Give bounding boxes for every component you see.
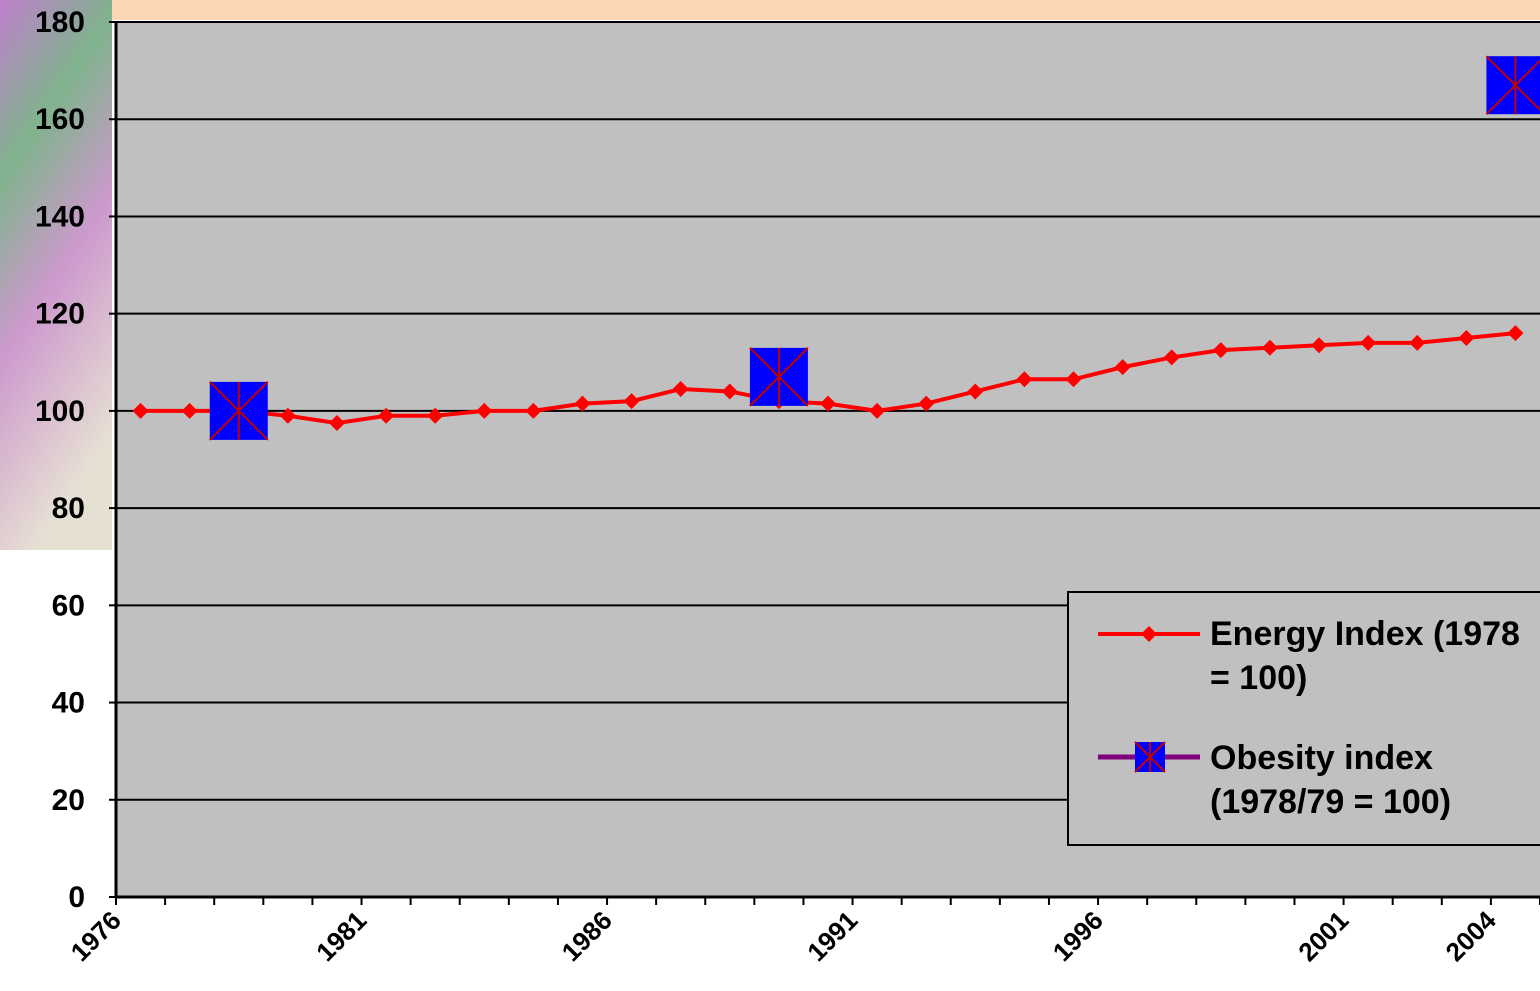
slide: 0 20 40 60 80 100 120 140 160 180 1976 1981 1986 1991… [0, 0, 1540, 991]
point [1486, 56, 1540, 114]
point [750, 348, 808, 406]
y-tick-label: 0 [68, 881, 85, 914]
y-tick-label: 20 [52, 784, 85, 817]
point [1135, 742, 1165, 772]
x-tick-label: 1996 [1047, 905, 1109, 967]
x-tick-label: 1981 [310, 905, 372, 967]
y-tick-label: 140 [35, 200, 85, 233]
y-tick-label: 160 [35, 103, 85, 136]
x-tick-label: 1986 [556, 905, 618, 967]
y-tick-label: 80 [52, 492, 85, 525]
legend-label: Energy Index (1978 = 100) [1210, 612, 1540, 700]
legend-label: Obesity index (1978/79 = 100) [1210, 736, 1540, 824]
y-tick-label: 100 [35, 395, 85, 428]
x-tick-label: 2004 [1440, 905, 1502, 967]
x-tick-label: 1991 [801, 905, 863, 967]
x-tick-label: 1976 [65, 905, 127, 967]
y-tick-label: 120 [35, 298, 85, 331]
y-tick-label: 40 [52, 687, 85, 720]
chart: 0 20 40 60 80 100 120 140 160 180 1976 1981 1986 1991… [0, 0, 1540, 991]
y-tick-label: 180 [35, 6, 85, 39]
x-tick-label: 2001 [1292, 905, 1354, 967]
y-tick-label: 60 [52, 589, 85, 622]
point [210, 382, 268, 440]
title-banner [112, 0, 1540, 20]
decoration [0, 0, 112, 550]
